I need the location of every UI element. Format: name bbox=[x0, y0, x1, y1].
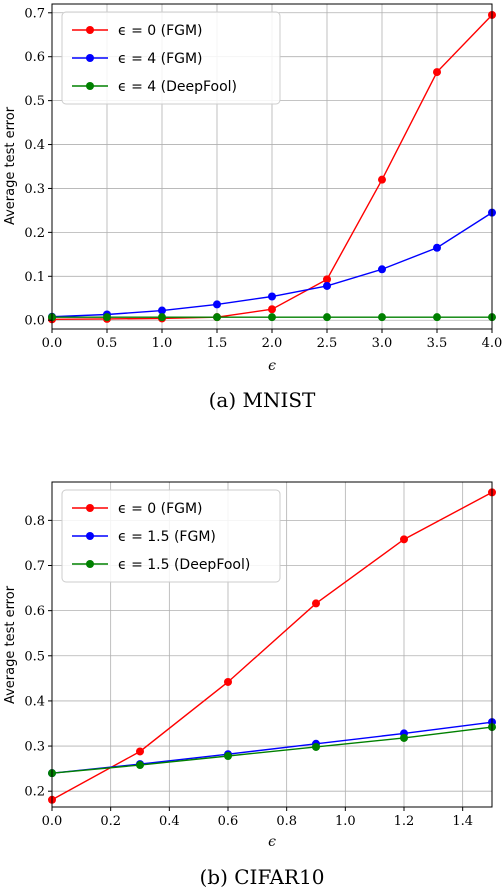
mnist-x-tick-label: 1.0 bbox=[152, 336, 173, 351]
cifar10-series-line-1 bbox=[51, 721, 493, 774]
cifar10-y-tick-label: 0.5 bbox=[24, 649, 45, 664]
cifar10-x-tick-label: 0.2 bbox=[100, 814, 121, 829]
cifar10-y-tick-label: 0.2 bbox=[24, 785, 45, 800]
mnist-y-tick-label: 0.6 bbox=[24, 50, 45, 65]
mnist-legend-entry: ϵ = 4 (DeepFool) bbox=[118, 79, 237, 95]
mnist-series-1-point bbox=[268, 292, 276, 301]
mnist-x-tick-label: 1.5 bbox=[207, 336, 228, 351]
cifar10-legend-swatch-marker bbox=[86, 532, 94, 540]
cifar10-series-0-point bbox=[312, 599, 320, 608]
cifar10-x-axis-label: ϵ bbox=[268, 834, 276, 850]
cifar10-series-0-point bbox=[224, 677, 232, 686]
cifar10-y-tick-label: 0.4 bbox=[24, 694, 45, 709]
mnist-x-tick-label: 0.0 bbox=[42, 336, 63, 351]
cifar10-legend-entry: ϵ = 0 (FGM) bbox=[118, 501, 203, 517]
cifar10-legend-swatch-marker bbox=[86, 504, 94, 512]
cifar10-legend-entry: ϵ = 1.5 (DeepFool) bbox=[118, 557, 250, 573]
cifar10-plot-frame bbox=[51, 481, 493, 808]
mnist-series-2-point bbox=[378, 313, 386, 322]
mnist-series-1-point bbox=[433, 243, 441, 252]
mnist-y-tick-label: 0.7 bbox=[24, 6, 45, 21]
mnist-legend: ϵ = 0 (FGM) ϵ = 4 (FGM) ϵ = 4 (DeepFool) bbox=[61, 11, 281, 105]
mnist-series-2-point bbox=[323, 313, 331, 322]
cifar10-y-tick-label: 0.8 bbox=[24, 514, 45, 529]
mnist-series-2-point bbox=[433, 313, 441, 322]
mnist-x-tick-label: 0.5 bbox=[97, 336, 118, 351]
cifar10-series-2-point bbox=[136, 761, 144, 770]
cifar10-series-line-2 bbox=[51, 726, 493, 774]
cifar10-x-tick-label: 1.4 bbox=[452, 814, 473, 829]
mnist-legend-swatch-marker bbox=[86, 26, 94, 34]
cifar10-chart: 0.0 0.2 0.4 0.6 0.8 1.0 1.2 1.4 0.2 0.3 0.4 0.5 0.6 0… bbox=[3, 481, 496, 889]
cifar10-x-tick-label: 0.6 bbox=[218, 814, 239, 829]
cifar10-y-tick-label: 0.6 bbox=[24, 604, 45, 619]
cifar10-x-tick-label: 0.4 bbox=[159, 814, 180, 829]
cifar10-y-axis-label: Average test error bbox=[3, 585, 18, 704]
mnist-caption: (a) MNIST bbox=[209, 388, 316, 412]
mnist-series-1-point bbox=[213, 300, 221, 309]
cifar10-series-2-point bbox=[224, 751, 232, 760]
cifar10-series-line-0 bbox=[51, 491, 493, 801]
mnist-y-axis-label: Average test error bbox=[3, 106, 18, 225]
mnist-x-tick-label: 2.0 bbox=[262, 336, 283, 351]
cifar10-x-tick-label: 1.2 bbox=[394, 814, 415, 829]
mnist-legend-entry: ϵ = 0 (FGM) bbox=[118, 23, 203, 39]
cifar10-legend-box bbox=[61, 489, 281, 583]
cifar10-legend-swatch-marker bbox=[86, 560, 94, 568]
mnist-legend-swatch-marker bbox=[86, 54, 94, 62]
cifar10-x-tick-label: 1.0 bbox=[335, 814, 356, 829]
mnist-y-tick-label: 0.1 bbox=[24, 270, 45, 285]
mnist-y-tick-label: 0.4 bbox=[24, 138, 45, 153]
mnist-series-2-point bbox=[103, 313, 111, 322]
mnist-series-2-point bbox=[213, 313, 221, 322]
mnist-x-tick-label: 2.5 bbox=[317, 336, 338, 351]
mnist-series-1-point bbox=[158, 306, 166, 315]
mnist-y-tick-label: 0.5 bbox=[24, 94, 45, 109]
cifar10-caption: (b) CIFAR10 bbox=[199, 865, 324, 889]
mnist-x-tick-label: 3.5 bbox=[427, 336, 448, 351]
mnist-legend-entry: ϵ = 4 (FGM) bbox=[118, 51, 203, 67]
mnist-series-0-point bbox=[378, 175, 386, 184]
mnist-chart: 0.0 0.5 1.0 1.5 2.0 2.5 3.0 3.5 4.0 0.0 0.1 0.2 0.3 0… bbox=[3, 3, 502, 412]
cifar10-legend: ϵ = 0 (FGM) ϵ = 1.5 (FGM) ϵ = 1.5 (DeepFoo… bbox=[61, 489, 281, 583]
cifar10-legend-entry: ϵ = 1.5 (FGM) bbox=[118, 529, 216, 545]
mnist-legend-box bbox=[61, 11, 281, 105]
mnist-series-0-point bbox=[323, 275, 331, 284]
mnist-y-tick-label: 0.3 bbox=[24, 182, 45, 197]
mnist-x-tick-label: 3.0 bbox=[372, 336, 393, 351]
mnist-y-tick-label: 0.0 bbox=[24, 314, 45, 329]
mnist-legend-swatch-marker bbox=[86, 82, 94, 90]
cifar10-y-tick-label: 0.3 bbox=[24, 740, 45, 755]
cifar10-series-2-point bbox=[400, 733, 408, 742]
mnist-series-1-point bbox=[378, 265, 386, 274]
mnist-series-2-point bbox=[158, 313, 166, 322]
mnist-y-tick-label: 0.2 bbox=[24, 226, 45, 241]
cifar10-x-tick-label: 0.0 bbox=[42, 814, 63, 829]
mnist-series-1-point bbox=[323, 281, 331, 290]
mnist-series-0-point bbox=[268, 305, 276, 314]
mnist-x-tick-label: 4.0 bbox=[482, 336, 502, 351]
cifar10-y-tick-label: 0.7 bbox=[24, 559, 45, 574]
mnist-series-0-point bbox=[433, 68, 441, 77]
cifar10-series-0-point bbox=[136, 747, 144, 756]
mnist-series-2-point bbox=[268, 313, 276, 322]
cifar10-series-2-point bbox=[312, 742, 320, 751]
cifar10-series-0-point bbox=[400, 535, 408, 544]
mnist-x-axis-label: ϵ bbox=[268, 358, 276, 374]
cifar10-x-tick-label: 0.8 bbox=[276, 814, 297, 829]
